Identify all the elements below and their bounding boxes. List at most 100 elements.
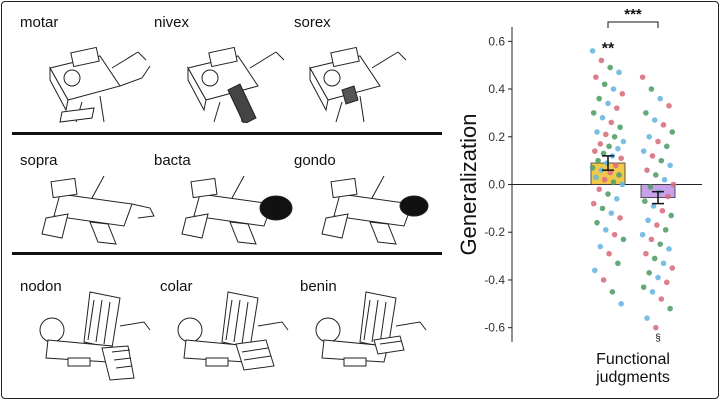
robot-illustration — [187, 46, 285, 123]
data-point — [616, 69, 622, 76]
y-tick-label: -0.2 — [484, 225, 505, 239]
data-point — [606, 143, 612, 150]
stimulus-label: nivex — [154, 14, 190, 31]
data-point — [593, 74, 599, 80]
data-point — [620, 138, 627, 145]
robot-illustration — [315, 291, 427, 367]
data-point — [608, 210, 615, 216]
data-point — [616, 172, 622, 178]
data-point — [657, 241, 663, 247]
data-point — [666, 102, 672, 109]
data-point — [603, 227, 609, 233]
y-tick-label: 0.0 — [488, 178, 505, 192]
data-point — [607, 64, 613, 71]
data-point — [660, 122, 667, 128]
data-point — [597, 141, 604, 147]
data-point — [596, 95, 602, 102]
data-point — [655, 274, 661, 281]
data-point — [662, 227, 669, 233]
y-axis-label: Generalization — [456, 114, 481, 256]
data-point — [648, 236, 655, 243]
data-point — [649, 153, 656, 159]
data-point — [600, 150, 607, 157]
data-point — [642, 198, 648, 205]
stimulus-label: colar — [160, 278, 193, 295]
data-point — [668, 212, 674, 219]
stimulus-label: bacta — [154, 152, 191, 169]
data-point — [644, 315, 650, 321]
data-point — [611, 133, 618, 140]
data-point — [615, 145, 621, 152]
data-point — [643, 110, 649, 116]
data-point — [592, 267, 598, 274]
generalization-chart: 0.6 0.4 0.2 0.0 -0.2 -0.4 -0.6 Generalization **… — [456, 6, 702, 386]
data-point — [669, 129, 676, 135]
data-point — [597, 243, 604, 250]
data-point — [596, 186, 602, 193]
data-point — [619, 181, 626, 188]
data-point — [665, 193, 671, 200]
data-point — [640, 284, 647, 290]
robot-illustration — [177, 291, 289, 371]
data-point — [598, 167, 605, 173]
y-tick-label: -0.4 — [484, 273, 505, 287]
data-point — [670, 181, 677, 188]
group-divider — [12, 252, 442, 255]
stimulus-label: motar — [20, 14, 59, 31]
data-point — [605, 100, 611, 107]
data-point — [655, 138, 661, 145]
data-point — [614, 105, 620, 111]
data-point — [609, 289, 616, 295]
stimulus-label: sopra — [20, 152, 58, 169]
x-axis-label: judgments — [595, 369, 670, 386]
data-point — [593, 174, 599, 181]
data-point — [650, 203, 657, 209]
data-point — [619, 91, 626, 97]
data-point — [594, 219, 600, 226]
y-tick-label: -0.6 — [484, 321, 505, 335]
significance-marker: ** — [602, 40, 615, 57]
data-point — [590, 200, 597, 207]
data-point — [666, 246, 672, 252]
data-point — [612, 162, 619, 169]
data-point — [667, 305, 673, 312]
data-point — [667, 162, 673, 169]
robot-illustration — [309, 46, 407, 123]
data-point — [610, 179, 617, 185]
data-point — [647, 184, 654, 190]
data-point — [661, 176, 668, 183]
robot-illustration — [49, 46, 151, 123]
data-point — [620, 236, 627, 243]
data-point — [639, 74, 646, 80]
data-point — [599, 205, 606, 212]
data-point — [600, 277, 607, 283]
data-point — [639, 231, 646, 238]
data-point — [649, 289, 656, 295]
y-tick-label: 0.2 — [488, 130, 505, 144]
data-point — [657, 95, 663, 102]
data-point — [595, 157, 601, 164]
data-point — [605, 191, 611, 197]
data-point — [654, 222, 660, 228]
data-point — [607, 169, 613, 176]
x-axis-label: Functional — [596, 351, 670, 368]
data-point — [644, 167, 650, 173]
data-point — [651, 255, 658, 262]
y-tick-label: 0.4 — [488, 82, 505, 96]
data-point — [598, 57, 605, 64]
data-point — [664, 143, 670, 150]
data-point — [589, 48, 596, 54]
stimulus-label: benin — [300, 278, 337, 295]
data-point — [646, 269, 652, 276]
data-point — [592, 148, 598, 154]
significance-marker: § — [655, 333, 661, 344]
data-point — [608, 119, 615, 126]
data-point — [615, 260, 621, 267]
data-point — [643, 250, 649, 257]
data-point — [664, 279, 670, 286]
data-point — [601, 176, 608, 183]
data-point — [659, 207, 666, 214]
stimulus-label: nodon — [20, 278, 62, 295]
data-point — [669, 265, 676, 271]
robot-illustration — [41, 175, 155, 245]
